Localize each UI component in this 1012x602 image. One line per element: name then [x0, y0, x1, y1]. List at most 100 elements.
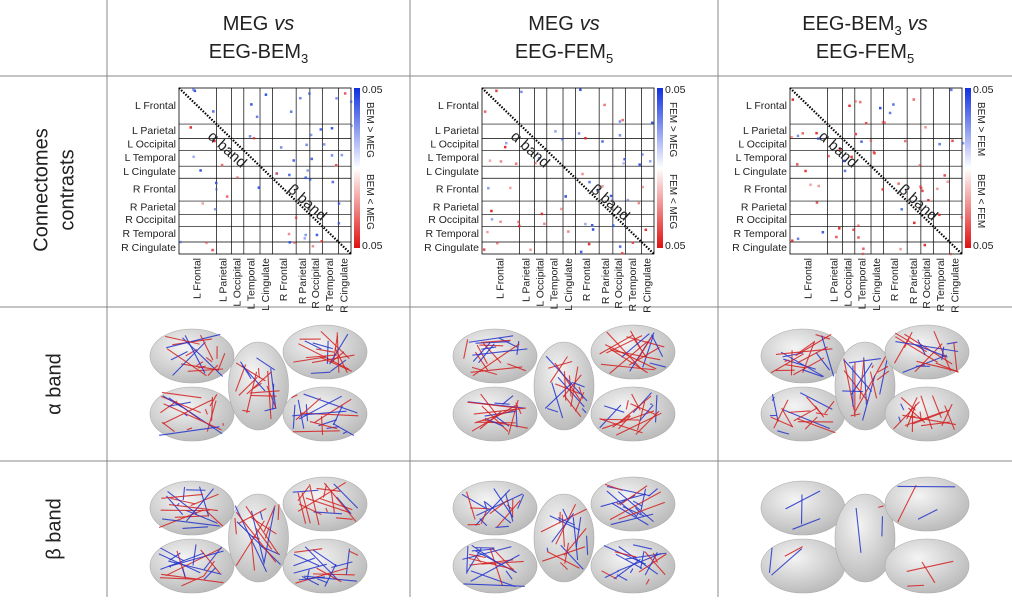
- matrix-cell: [350, 100, 353, 103]
- matrix-cell: [491, 218, 494, 221]
- matrix-cell: [865, 122, 868, 125]
- column-region-label: R Occipital: [613, 258, 625, 309]
- row-region-label: L Temporal: [428, 152, 479, 164]
- column-region-label: R Parietal: [297, 258, 309, 304]
- column-region-label: R Frontal: [889, 258, 901, 301]
- matrix-cell: [335, 164, 338, 167]
- matrix-cell: [331, 127, 334, 130]
- colorbar-tick: 0.05: [973, 84, 994, 96]
- row-region-label: R Temporal: [426, 228, 480, 240]
- matrix-cell: [947, 180, 950, 183]
- matrix-cell: [612, 224, 615, 227]
- column-region-label: L Frontal: [494, 258, 506, 299]
- header-part: 3: [301, 51, 308, 66]
- matrix-cell: [290, 110, 293, 113]
- matrix-cell: [505, 142, 508, 145]
- brain: [534, 342, 594, 430]
- column-region-label: L Parietal: [218, 258, 230, 302]
- colorbar-tick: 0.05: [973, 240, 994, 252]
- matrix-cell: [859, 101, 862, 104]
- matrix-cell: [256, 116, 259, 119]
- column-header: EEG-BEM3: [209, 41, 308, 66]
- matrix-cell: [804, 170, 807, 173]
- matrix-cell: [920, 187, 923, 190]
- matrix-cell: [622, 162, 625, 165]
- brain-panel: [150, 325, 367, 441]
- matrix-cell: [591, 224, 594, 227]
- column-region-label: R Cingulate: [950, 258, 962, 313]
- column-region-label: R Cingulate: [642, 258, 654, 313]
- matrix-cell: [802, 132, 805, 135]
- header-part: vs: [274, 13, 294, 35]
- column-region-label: L Parietal: [521, 258, 533, 302]
- matrix-cell: [855, 133, 858, 136]
- matrix-cell: [212, 110, 215, 113]
- colorbar-label: BEM < FEM: [975, 174, 986, 228]
- matrix-cell: [835, 236, 838, 239]
- column-region-label: R Frontal: [581, 258, 593, 301]
- row-region-label: L Occipital: [127, 138, 176, 150]
- column-region-label: L Temporal: [246, 258, 258, 309]
- matrix-cell: [309, 178, 312, 181]
- brain: [885, 539, 969, 593]
- row-region-label: L Temporal: [736, 152, 787, 164]
- matrix-cell: [554, 130, 557, 133]
- colorbar-label: BEM < MEG: [364, 174, 375, 230]
- matrix-cell: [236, 176, 239, 179]
- matrix-cell: [579, 89, 582, 92]
- brain: [150, 481, 234, 535]
- column-region-label: L Temporal: [549, 258, 561, 309]
- brain: [283, 539, 367, 593]
- matrix-cell: [509, 187, 512, 190]
- matrix-cell: [192, 156, 195, 159]
- brain: [591, 539, 675, 593]
- row-region-label: L Cingulate: [734, 166, 787, 178]
- matrix-cell: [848, 105, 851, 108]
- row-region-label: R Frontal: [133, 183, 176, 195]
- colorbar: [657, 88, 663, 248]
- header-part: EEG-BEM: [209, 41, 301, 63]
- column-region-label: L Occipital: [534, 258, 546, 307]
- column-region-label: L Frontal: [191, 258, 203, 299]
- matrix-cell: [179, 241, 182, 244]
- matrix-cell: [797, 237, 800, 240]
- matrix-cell: [564, 195, 567, 198]
- column-region-label: L Parietal: [829, 258, 841, 302]
- matrix-cell: [873, 152, 876, 155]
- matrix-cell: [293, 241, 296, 244]
- matrix-cell: [487, 187, 490, 190]
- colorbar-tick: 0.05: [362, 84, 383, 96]
- matrix-cell: [897, 182, 900, 185]
- matrix-cell: [335, 97, 338, 100]
- matrix-cell: [949, 253, 952, 256]
- column-region-label: R Temporal: [324, 258, 336, 312]
- matrix-cell: [289, 241, 292, 244]
- matrix-cell: [344, 92, 347, 95]
- matrix-cell: [921, 190, 924, 193]
- connection: [479, 345, 503, 346]
- matrix-cell: [632, 241, 635, 244]
- matrix-cell: [645, 229, 648, 232]
- colorbar: [965, 88, 971, 248]
- matrix-cell: [822, 231, 825, 234]
- connection: [251, 395, 277, 396]
- brain-panel: [453, 477, 675, 593]
- matrix-cell: [221, 164, 224, 167]
- matrix-cell: [950, 89, 953, 92]
- connection: [842, 391, 863, 392]
- row-region-label: R Parietal: [741, 201, 787, 213]
- matrix-cell: [312, 245, 315, 248]
- matrix-cell: [827, 155, 830, 158]
- matrix-cell: [882, 121, 885, 124]
- row-region-label: L Frontal: [438, 100, 479, 112]
- matrix-cell: [338, 222, 341, 225]
- connection: [547, 548, 548, 552]
- matrix-cell: [619, 120, 622, 123]
- header-part: vs: [580, 13, 600, 35]
- column-region-label: R Occipital: [921, 258, 933, 309]
- row-region-label: L Parietal: [132, 125, 176, 137]
- brain: [591, 387, 675, 441]
